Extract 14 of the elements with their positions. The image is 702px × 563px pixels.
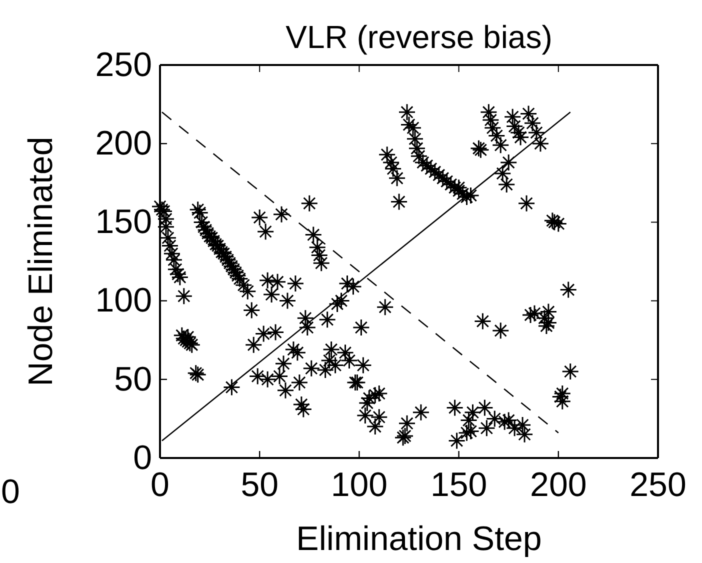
y-tick-label: 0	[133, 438, 152, 477]
x-tick-label: 150	[430, 466, 488, 504]
chart-title: VLR (reverse bias)	[286, 19, 552, 55]
x-tick-label: 100	[330, 466, 388, 504]
y-tick-label: 150	[95, 203, 152, 242]
y-tick-label: 100	[95, 282, 152, 320]
y-tick-label: 200	[95, 124, 152, 162]
x-tick-label: 200	[530, 466, 587, 504]
y-tick-label: 50	[114, 360, 152, 398]
x-axis-title: Elimination Step	[296, 520, 542, 558]
y-axis-title: Node Eliminated	[22, 136, 60, 386]
x-tick-label: 50	[240, 466, 279, 504]
y-tick-label: 250	[95, 46, 152, 84]
x-tick-label: 250	[630, 466, 686, 504]
